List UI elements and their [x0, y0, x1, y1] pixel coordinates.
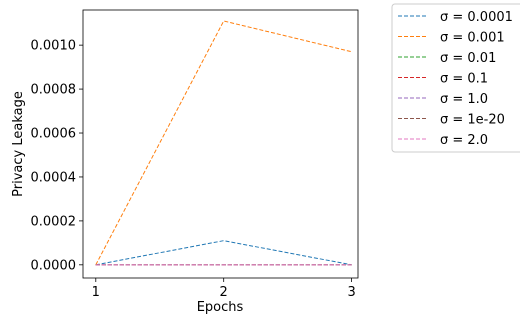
y-tick-label: 0.0010 — [31, 39, 77, 54]
legend-label-3: σ = 0.1 — [440, 72, 488, 87]
legend-label-1: σ = 0.001 — [440, 31, 505, 46]
x-tick-label: 2 — [220, 285, 228, 300]
y-tick-label: 0.0000 — [31, 258, 77, 273]
x-axis-ticks: 1 2 3 — [92, 278, 356, 300]
legend-frame — [391, 3, 520, 153]
legend-label-0: σ = 0.0001 — [440, 10, 513, 25]
legend-label-6: σ = 2.0 — [440, 133, 488, 148]
legend-label-4: σ = 1.0 — [440, 92, 488, 107]
series-line-0 — [95, 240, 352, 266]
y-axis-label: Privacy Leakage — [11, 91, 26, 197]
x-axis-label: Epochs — [197, 300, 244, 315]
legend-label-2: σ = 0.01 — [440, 51, 496, 66]
x-tick-label: 3 — [347, 285, 355, 300]
legend: σ = 0.0001 σ = 0.001 σ = 0.01 σ = 0.1 σ = 1.… — [391, 3, 520, 153]
legend-label-5: σ = 1e-20 — [440, 113, 505, 128]
y-tick-label: 0.0004 — [31, 170, 77, 185]
x-tick-label: 1 — [92, 285, 100, 300]
series-layer — [95, 20, 352, 266]
legend-items: σ = 0.0001 σ = 0.001 σ = 0.01 σ = 0.1 σ = 1.… — [398, 10, 513, 148]
plot-area — [82, 9, 359, 279]
y-tick-label: 0.0006 — [31, 127, 77, 142]
y-tick-label: 0.0002 — [31, 214, 77, 229]
series-line-1 — [95, 20, 352, 266]
y-axis-ticks: 0.0000 0.0002 0.0004 0.0006 0.0008 0.0010 — [31, 39, 83, 273]
y-tick-label: 0.0008 — [31, 83, 77, 98]
